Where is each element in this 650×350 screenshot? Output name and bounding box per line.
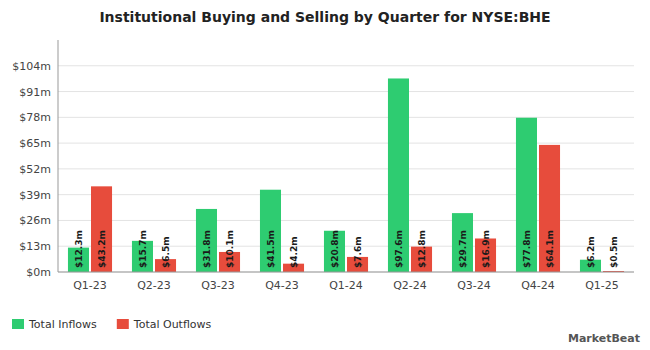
legend: Total Inflows Total Outflows: [12, 318, 212, 331]
grid-line: [58, 272, 634, 273]
data-label: $7.6m: [353, 236, 363, 268]
x-tick-label: Q3-23: [201, 279, 235, 292]
data-label: $0.5m: [609, 236, 619, 268]
y-tick-label: $0m: [26, 266, 51, 279]
data-label: $20.8m: [330, 230, 340, 268]
data-label: $31.8m: [202, 230, 212, 268]
x-tick-label: Q2-23: [137, 279, 171, 292]
data-label: $6.5m: [161, 236, 171, 268]
y-tick-label: $91m: [19, 86, 51, 99]
data-label: $15.7m: [138, 230, 148, 268]
legend-label: Total Outflows: [133, 318, 212, 331]
y-tick-label: $13m: [19, 240, 51, 253]
bar: [324, 231, 345, 272]
bar: [452, 213, 473, 272]
x-tick-label: Q1-23: [73, 279, 107, 292]
bar: [91, 186, 112, 272]
bar: [388, 78, 409, 272]
y-tick-label: $26m: [19, 214, 51, 227]
data-label: $29.7m: [458, 230, 468, 268]
x-axis-line: [58, 272, 634, 273]
chart-svg: Institutional Buying and Selling by Quar…: [0, 0, 650, 350]
data-label: $77.8m: [522, 230, 532, 268]
bar: [516, 118, 537, 272]
y-tick-label: $52m: [19, 163, 51, 176]
grid-line: [58, 143, 634, 144]
x-tick-label: Q2-24: [393, 279, 427, 292]
data-label: $64.1m: [545, 230, 555, 268]
legend-swatch: [12, 319, 24, 329]
data-label: $97.6m: [394, 230, 404, 268]
data-label: $10.1m: [225, 230, 235, 268]
x-tick-label: Q3-24: [457, 279, 491, 292]
bar: [196, 209, 217, 272]
grid-line: [58, 65, 634, 66]
x-tick-label: Q4-23: [265, 279, 299, 292]
grid-line: [58, 91, 634, 92]
bar: [539, 145, 560, 272]
chart-container: Institutional Buying and Selling by Quar…: [0, 0, 650, 350]
y-tick-label: $39m: [19, 189, 51, 202]
data-label: $4.2m: [289, 236, 299, 268]
data-labels: $12.3m $15.7m $31.8m $41.5m $20.8m $97.6m $29.…: [74, 230, 619, 268]
bar: [260, 190, 281, 272]
y-tick-label: $78m: [19, 111, 51, 124]
x-tick-label: Q1-24: [329, 279, 363, 292]
data-label: $43.2m: [97, 230, 107, 268]
grid: [58, 66, 634, 272]
x-tick-label: Q1-25: [585, 279, 619, 292]
grid-line: [58, 117, 634, 118]
bars: [68, 78, 624, 272]
annotation: MarketBeat: [568, 332, 640, 345]
legend-label: Total Inflows: [28, 318, 97, 331]
legend-swatch: [117, 319, 129, 329]
data-label: $12.8m: [417, 230, 427, 268]
x-tick-label: Q4-24: [521, 279, 555, 292]
y-tick-label: $104m: [12, 60, 51, 73]
y-tick-label: $65m: [19, 137, 51, 150]
data-label: $16.9m: [481, 230, 491, 268]
data-label: $6.2m: [586, 236, 596, 268]
data-label: $41.5m: [266, 230, 276, 268]
chart-title: Institutional Buying and Selling by Quar…: [99, 9, 550, 25]
y-axis-line: [58, 40, 59, 272]
data-label: $12.3m: [74, 230, 84, 268]
